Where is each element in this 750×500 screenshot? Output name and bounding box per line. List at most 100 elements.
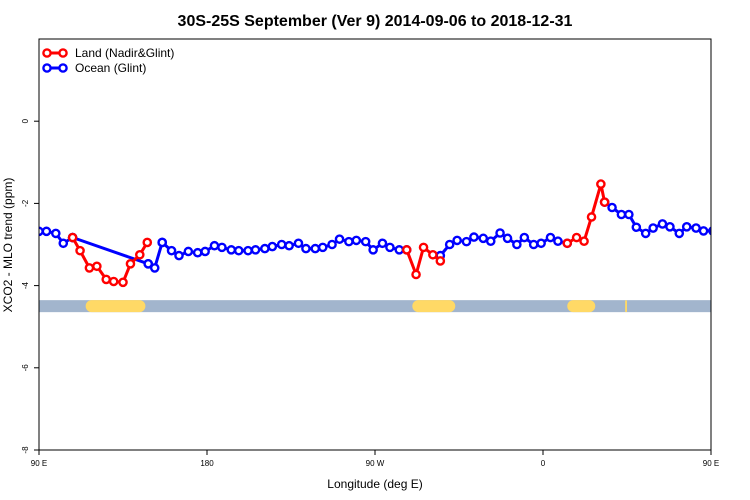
chart-title: 30S-25S September (Ver 9) 2014-09-06 to … (178, 13, 573, 30)
x-tick-label-0: 90 E (31, 459, 47, 468)
x-tick-label-1: 180 (200, 459, 214, 468)
land-point (401, 245, 412, 255)
land-point (67, 232, 78, 243)
x-axis: 90 E 180 90 W 0 90 E (31, 450, 719, 468)
y-axis-label: XCO2 - MLO trend (ppm) (1, 178, 15, 313)
land-point (75, 245, 85, 256)
ocean-point (243, 245, 253, 256)
ocean-point (192, 247, 203, 258)
land-line-segment-2 (565, 182, 607, 245)
ocean-point (250, 245, 261, 255)
ocean-series (39, 197, 741, 273)
ocean-point (183, 246, 194, 257)
ocean-point (217, 242, 227, 253)
ocean-point (734, 234, 741, 241)
ocean-point (260, 243, 270, 254)
ocean-point (41, 226, 52, 237)
ocean-point (368, 245, 378, 255)
land-line-segment-0 (71, 236, 149, 284)
ocean-point (452, 235, 462, 246)
land-point (586, 212, 597, 222)
ocean-point (691, 223, 701, 233)
legend-land-marker-left (42, 48, 52, 58)
land-point (142, 237, 153, 248)
ocean-point (334, 234, 345, 244)
ocean-point (717, 230, 724, 237)
legend-land-label: Land (Nadir&Glint) (75, 46, 174, 60)
ocean-point (143, 259, 153, 269)
ocean-point (478, 233, 489, 244)
land-point (101, 274, 111, 285)
ocean-point (444, 239, 455, 250)
ocean-point (149, 263, 160, 273)
y-tick-label-0: 0 (21, 118, 30, 123)
land-point (579, 236, 589, 247)
ocean-point (616, 209, 627, 220)
ocean-point (157, 237, 167, 248)
ocean-point (360, 236, 371, 247)
legend-ocean-label: Ocean (Glint) (75, 61, 146, 75)
legend: Land (Nadir&Glint)Ocean (Glint) (42, 46, 174, 75)
ocean-point (545, 232, 556, 243)
legend-land-marker-right (58, 48, 68, 58)
ocean-point (536, 238, 546, 249)
ocean-point (51, 228, 61, 239)
ocean-point (267, 241, 278, 252)
ocean-point (631, 222, 642, 233)
ocean-point (624, 209, 634, 220)
land-point (428, 249, 438, 260)
land-point (571, 232, 582, 243)
land-point (599, 197, 610, 207)
land-point (418, 242, 429, 253)
ocean-point (276, 239, 287, 250)
land-point (134, 249, 145, 260)
ocean-point (461, 236, 472, 247)
ocean-point (708, 226, 711, 236)
ocean-point (681, 222, 692, 232)
legend-ocean-marker-right (58, 63, 68, 73)
ocean-point (293, 238, 304, 249)
ocean-point (724, 240, 731, 247)
ocean-point (674, 228, 685, 239)
land-point (596, 179, 606, 189)
ocean-point (469, 232, 479, 242)
land-point (435, 256, 446, 266)
ocean-point (174, 250, 184, 261)
ocean-point (377, 238, 388, 249)
x-tick-label-3: 0 (541, 459, 546, 468)
ocean-point (640, 228, 651, 239)
ocean-point (284, 240, 294, 251)
ocean-point (317, 242, 328, 253)
ocean-point (607, 202, 617, 213)
land-point (125, 259, 136, 269)
x-tick-label-2: 90 W (366, 459, 385, 468)
ocean-point (519, 232, 530, 243)
x-tick-label-4: 90 E (703, 459, 719, 468)
ocean-point (385, 242, 395, 253)
land-band-2 (567, 300, 596, 313)
land-point (562, 238, 573, 249)
land-band-1 (412, 300, 456, 313)
ocean-point (657, 219, 668, 229)
ocean-point (226, 245, 237, 255)
land-point (84, 263, 95, 273)
ocean-point (553, 236, 563, 247)
ocean-point (166, 245, 177, 256)
ocean-point (233, 245, 244, 256)
ocean-point (58, 238, 69, 249)
land-ocean-band (39, 300, 711, 313)
ocean-point (528, 239, 539, 250)
ocean-point (209, 240, 220, 251)
ocean-point (698, 226, 709, 236)
land-point (411, 269, 421, 280)
ocean-point (502, 233, 513, 244)
land-point (118, 277, 128, 288)
y-tick-label-4: -8 (21, 446, 30, 454)
ocean-point (327, 239, 337, 250)
y-axis: 0 -2 -4 -6 -8 (21, 118, 39, 454)
legend-ocean-marker-left (42, 63, 52, 73)
y-tick-label-3: -6 (21, 364, 30, 372)
land-point (108, 276, 119, 287)
